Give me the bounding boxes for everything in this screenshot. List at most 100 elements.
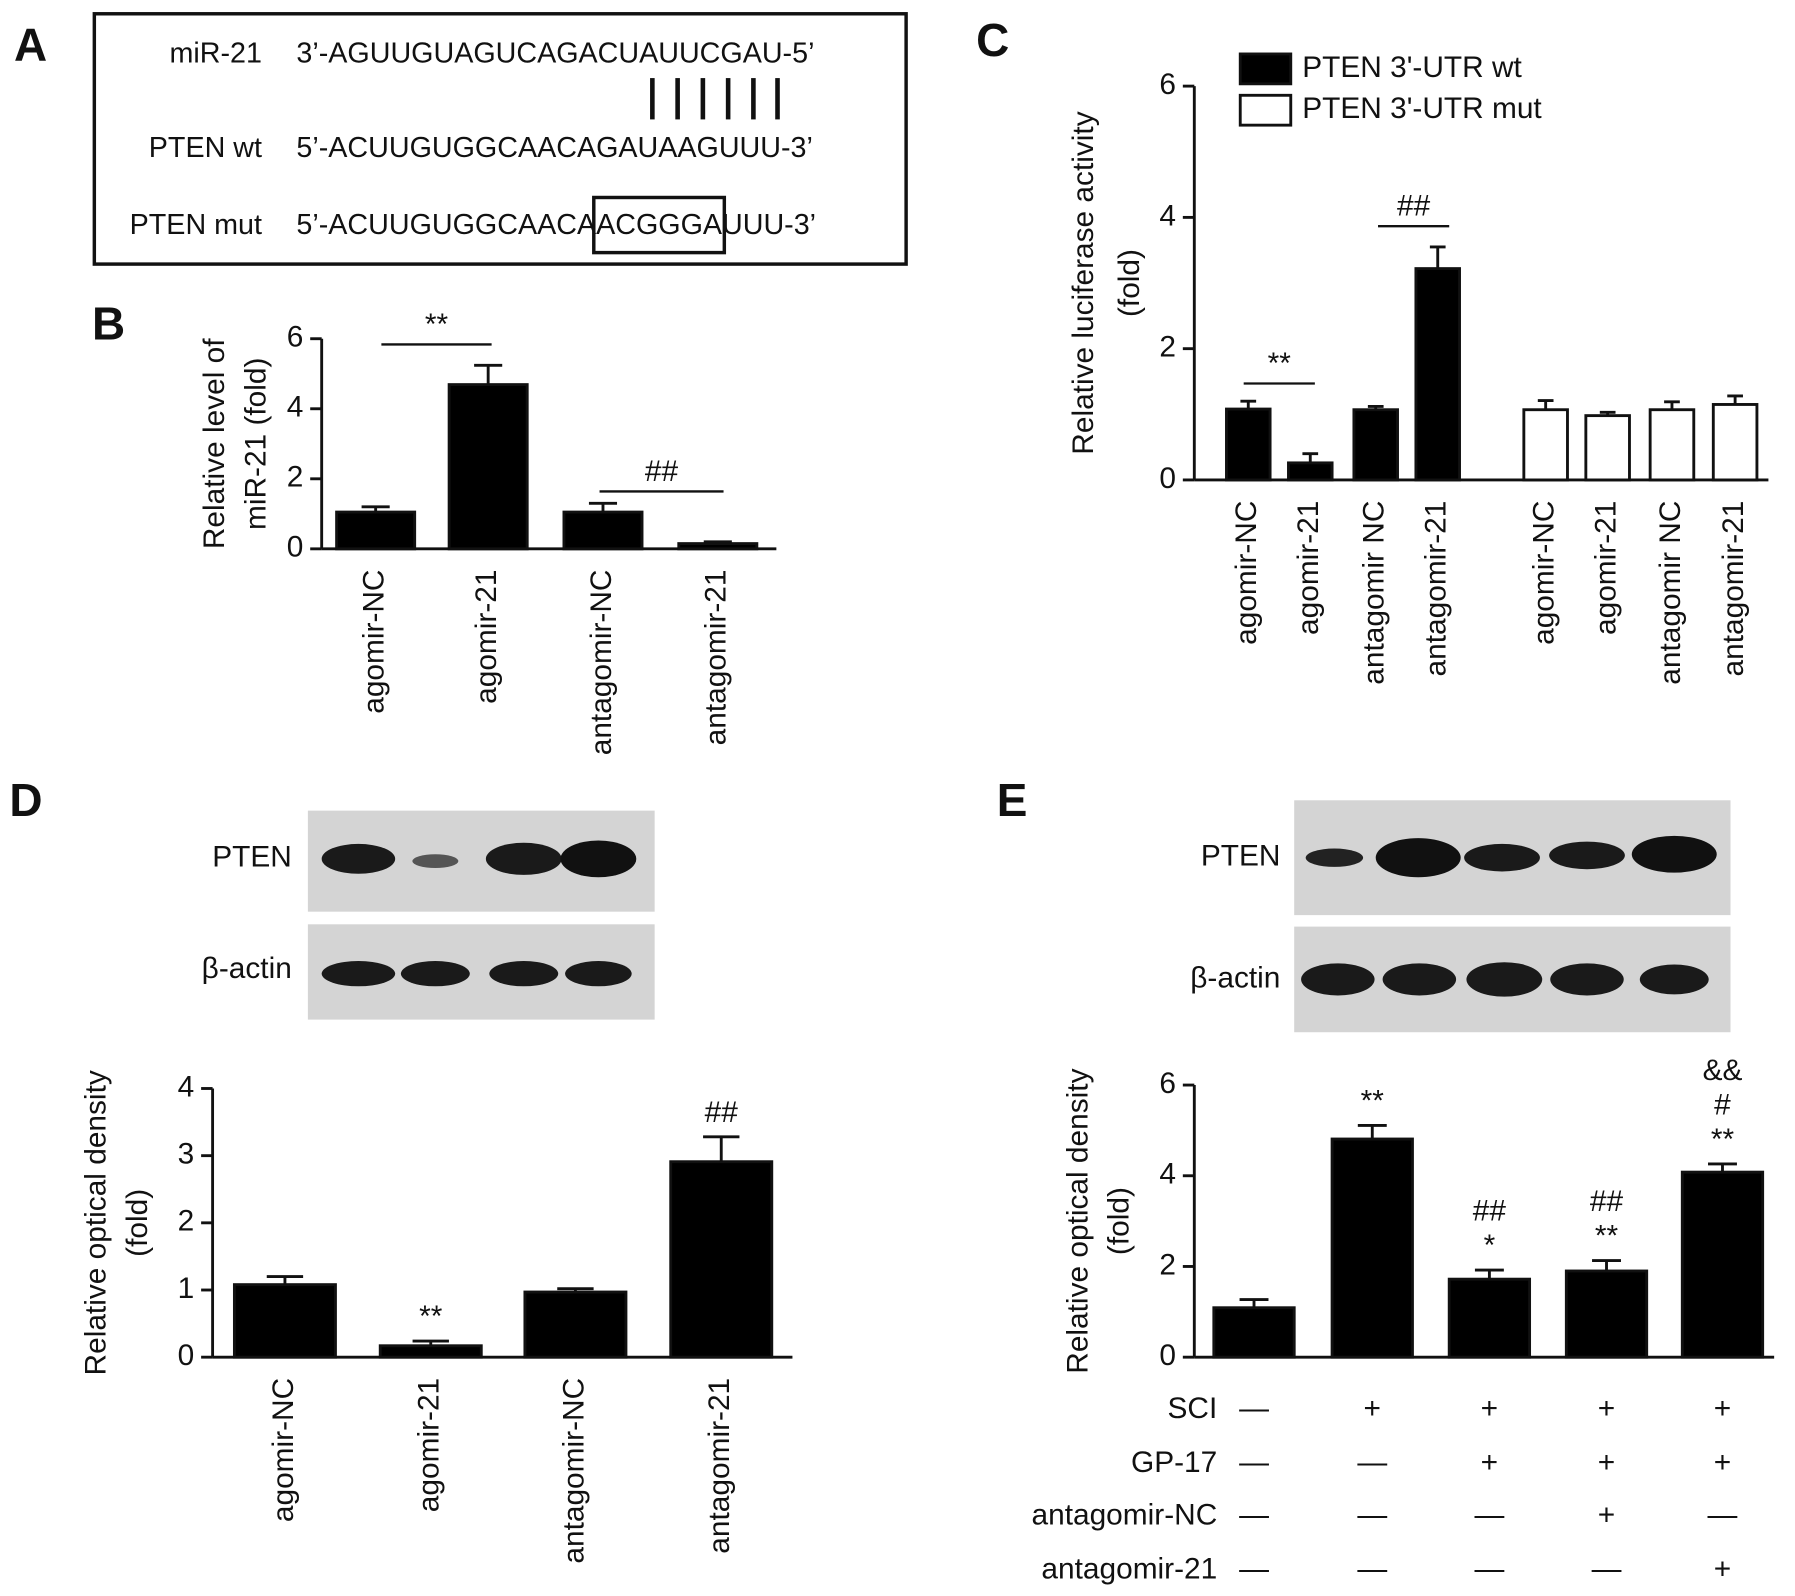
- x-tick-label: antagomir-21: [703, 1378, 736, 1554]
- bar: [1212, 1306, 1296, 1359]
- x-tick-label: agomir-NC: [1528, 501, 1561, 645]
- legend-label: PTEN 3'-UTR wt: [1302, 51, 1522, 84]
- error-bar: [1474, 1268, 1504, 1280]
- bar: [1330, 1137, 1414, 1359]
- y-tick-label: 6: [287, 321, 304, 354]
- bar: [1711, 403, 1759, 482]
- panel-label: D: [9, 774, 42, 826]
- y-axis-label: Relative optical density: [80, 1070, 113, 1375]
- error-bar: [1302, 452, 1319, 463]
- y-axis-label: (fold): [121, 1189, 154, 1257]
- error-bar: [1240, 399, 1257, 410]
- y-tick-label: 4: [287, 391, 304, 424]
- y-tick-label: 3: [178, 1138, 195, 1171]
- y-tick-label: 4: [178, 1070, 195, 1103]
- condition-sign: —: [1239, 1499, 1269, 1532]
- condition-sign: +: [1714, 1446, 1731, 1479]
- condition-sign: —: [1708, 1499, 1738, 1532]
- condition-sign: +: [1714, 1392, 1731, 1425]
- condition-sign: —: [1474, 1553, 1504, 1586]
- blot-label: β-actin: [1190, 961, 1280, 994]
- condition-name: antagomir-NC: [1032, 1499, 1218, 1532]
- significance-label: #: [1714, 1088, 1731, 1121]
- condition-sign: +: [1598, 1446, 1615, 1479]
- x-tick-label: agomir-NC: [1230, 501, 1263, 645]
- legend-swatch: [1238, 93, 1293, 127]
- condition-sign: —: [1592, 1553, 1622, 1586]
- significance-label: **: [1711, 1123, 1735, 1156]
- bar: [232, 1283, 337, 1359]
- condition-sign: —: [1474, 1499, 1504, 1532]
- condition-sign: +: [1481, 1392, 1498, 1425]
- y-axis-label: Relative level of: [198, 338, 231, 549]
- x-tick-label: antagomir-NC: [557, 1378, 590, 1564]
- panel-label: E: [997, 774, 1028, 826]
- y-axis-label: (fold): [1103, 1187, 1136, 1255]
- error-bar: [703, 540, 732, 544]
- bar: [1287, 461, 1334, 482]
- condition-sign: —: [1357, 1499, 1387, 1532]
- legend-label: PTEN 3'-UTR mut: [1302, 92, 1542, 125]
- significance-label: **: [1361, 1084, 1385, 1117]
- error-bar: [1592, 1259, 1621, 1272]
- error-bar: [1708, 1162, 1737, 1173]
- sequence: 3’-AGUUGUAGUCAGACUAUUCGAU-5’: [296, 38, 814, 70]
- row-name: PTEN wt: [149, 132, 262, 164]
- error-bar: [703, 1135, 740, 1162]
- error-bar: [474, 363, 503, 385]
- pairing-lines: [650, 78, 780, 120]
- western-blot: [307, 810, 655, 1020]
- y-tick-label: 6: [1159, 68, 1176, 101]
- bar: [378, 1344, 483, 1359]
- significance-label: ##: [705, 1096, 739, 1129]
- y-axis-label: Relative luciferase activity: [1067, 111, 1100, 454]
- error-bar: [412, 1339, 449, 1346]
- significance-label: **: [1595, 1219, 1619, 1252]
- significance-label: ##: [1473, 1195, 1507, 1228]
- y-tick-label: 4: [1159, 199, 1176, 232]
- y-axis-label: Relative optical density: [1061, 1068, 1094, 1373]
- condition-name: SCI: [1168, 1392, 1218, 1425]
- panel-label: A: [14, 18, 47, 70]
- bar: [1648, 408, 1696, 482]
- bar: [562, 510, 644, 551]
- bar: [447, 383, 529, 551]
- significance-label: ##: [645, 455, 679, 488]
- y-axis-label: (fold): [1113, 249, 1146, 317]
- significance-label: *: [1484, 1229, 1496, 1262]
- condition-sign: +: [1598, 1499, 1615, 1532]
- condition-sign: —: [1357, 1553, 1387, 1586]
- y-tick-label: 0: [178, 1339, 195, 1372]
- condition-sign: +: [1364, 1392, 1381, 1425]
- significance-label: ##: [1397, 190, 1431, 223]
- condition-sign: +: [1481, 1446, 1498, 1479]
- significance-label: &&: [1703, 1054, 1743, 1087]
- panel-label: B: [92, 297, 125, 349]
- bar: [523, 1290, 628, 1359]
- y-tick-label: 0: [287, 531, 304, 564]
- x-tick-label: antagomir NC: [1654, 501, 1687, 685]
- error-bar: [1239, 1298, 1269, 1308]
- condition-sign: +: [1714, 1553, 1731, 1586]
- x-tick-label: antagomir-21: [1420, 501, 1453, 677]
- x-tick-label: antagomir-21: [1717, 501, 1750, 677]
- bar: [1352, 408, 1399, 482]
- significance-label: ##: [1590, 1185, 1624, 1218]
- x-tick-label: agomir-21: [413, 1378, 446, 1512]
- error-bar: [1357, 1123, 1387, 1140]
- bar: [1447, 1277, 1532, 1359]
- sequence: 5’-ACUUGUGGCAACA: [296, 209, 597, 241]
- significance-label: **: [1268, 347, 1292, 380]
- x-tick-label: antagomir-NC: [585, 570, 618, 756]
- blot-label: PTEN: [212, 841, 292, 874]
- bar: [1680, 1170, 1765, 1359]
- error-bar: [266, 1275, 304, 1285]
- y-tick-label: 2: [1159, 1248, 1176, 1281]
- error-bar: [557, 1287, 594, 1293]
- bar: [1584, 414, 1631, 482]
- bar: [1522, 408, 1569, 482]
- row-name: miR-21: [170, 38, 262, 70]
- y-tick-label: 2: [1159, 331, 1176, 364]
- error-bar: [1367, 404, 1384, 410]
